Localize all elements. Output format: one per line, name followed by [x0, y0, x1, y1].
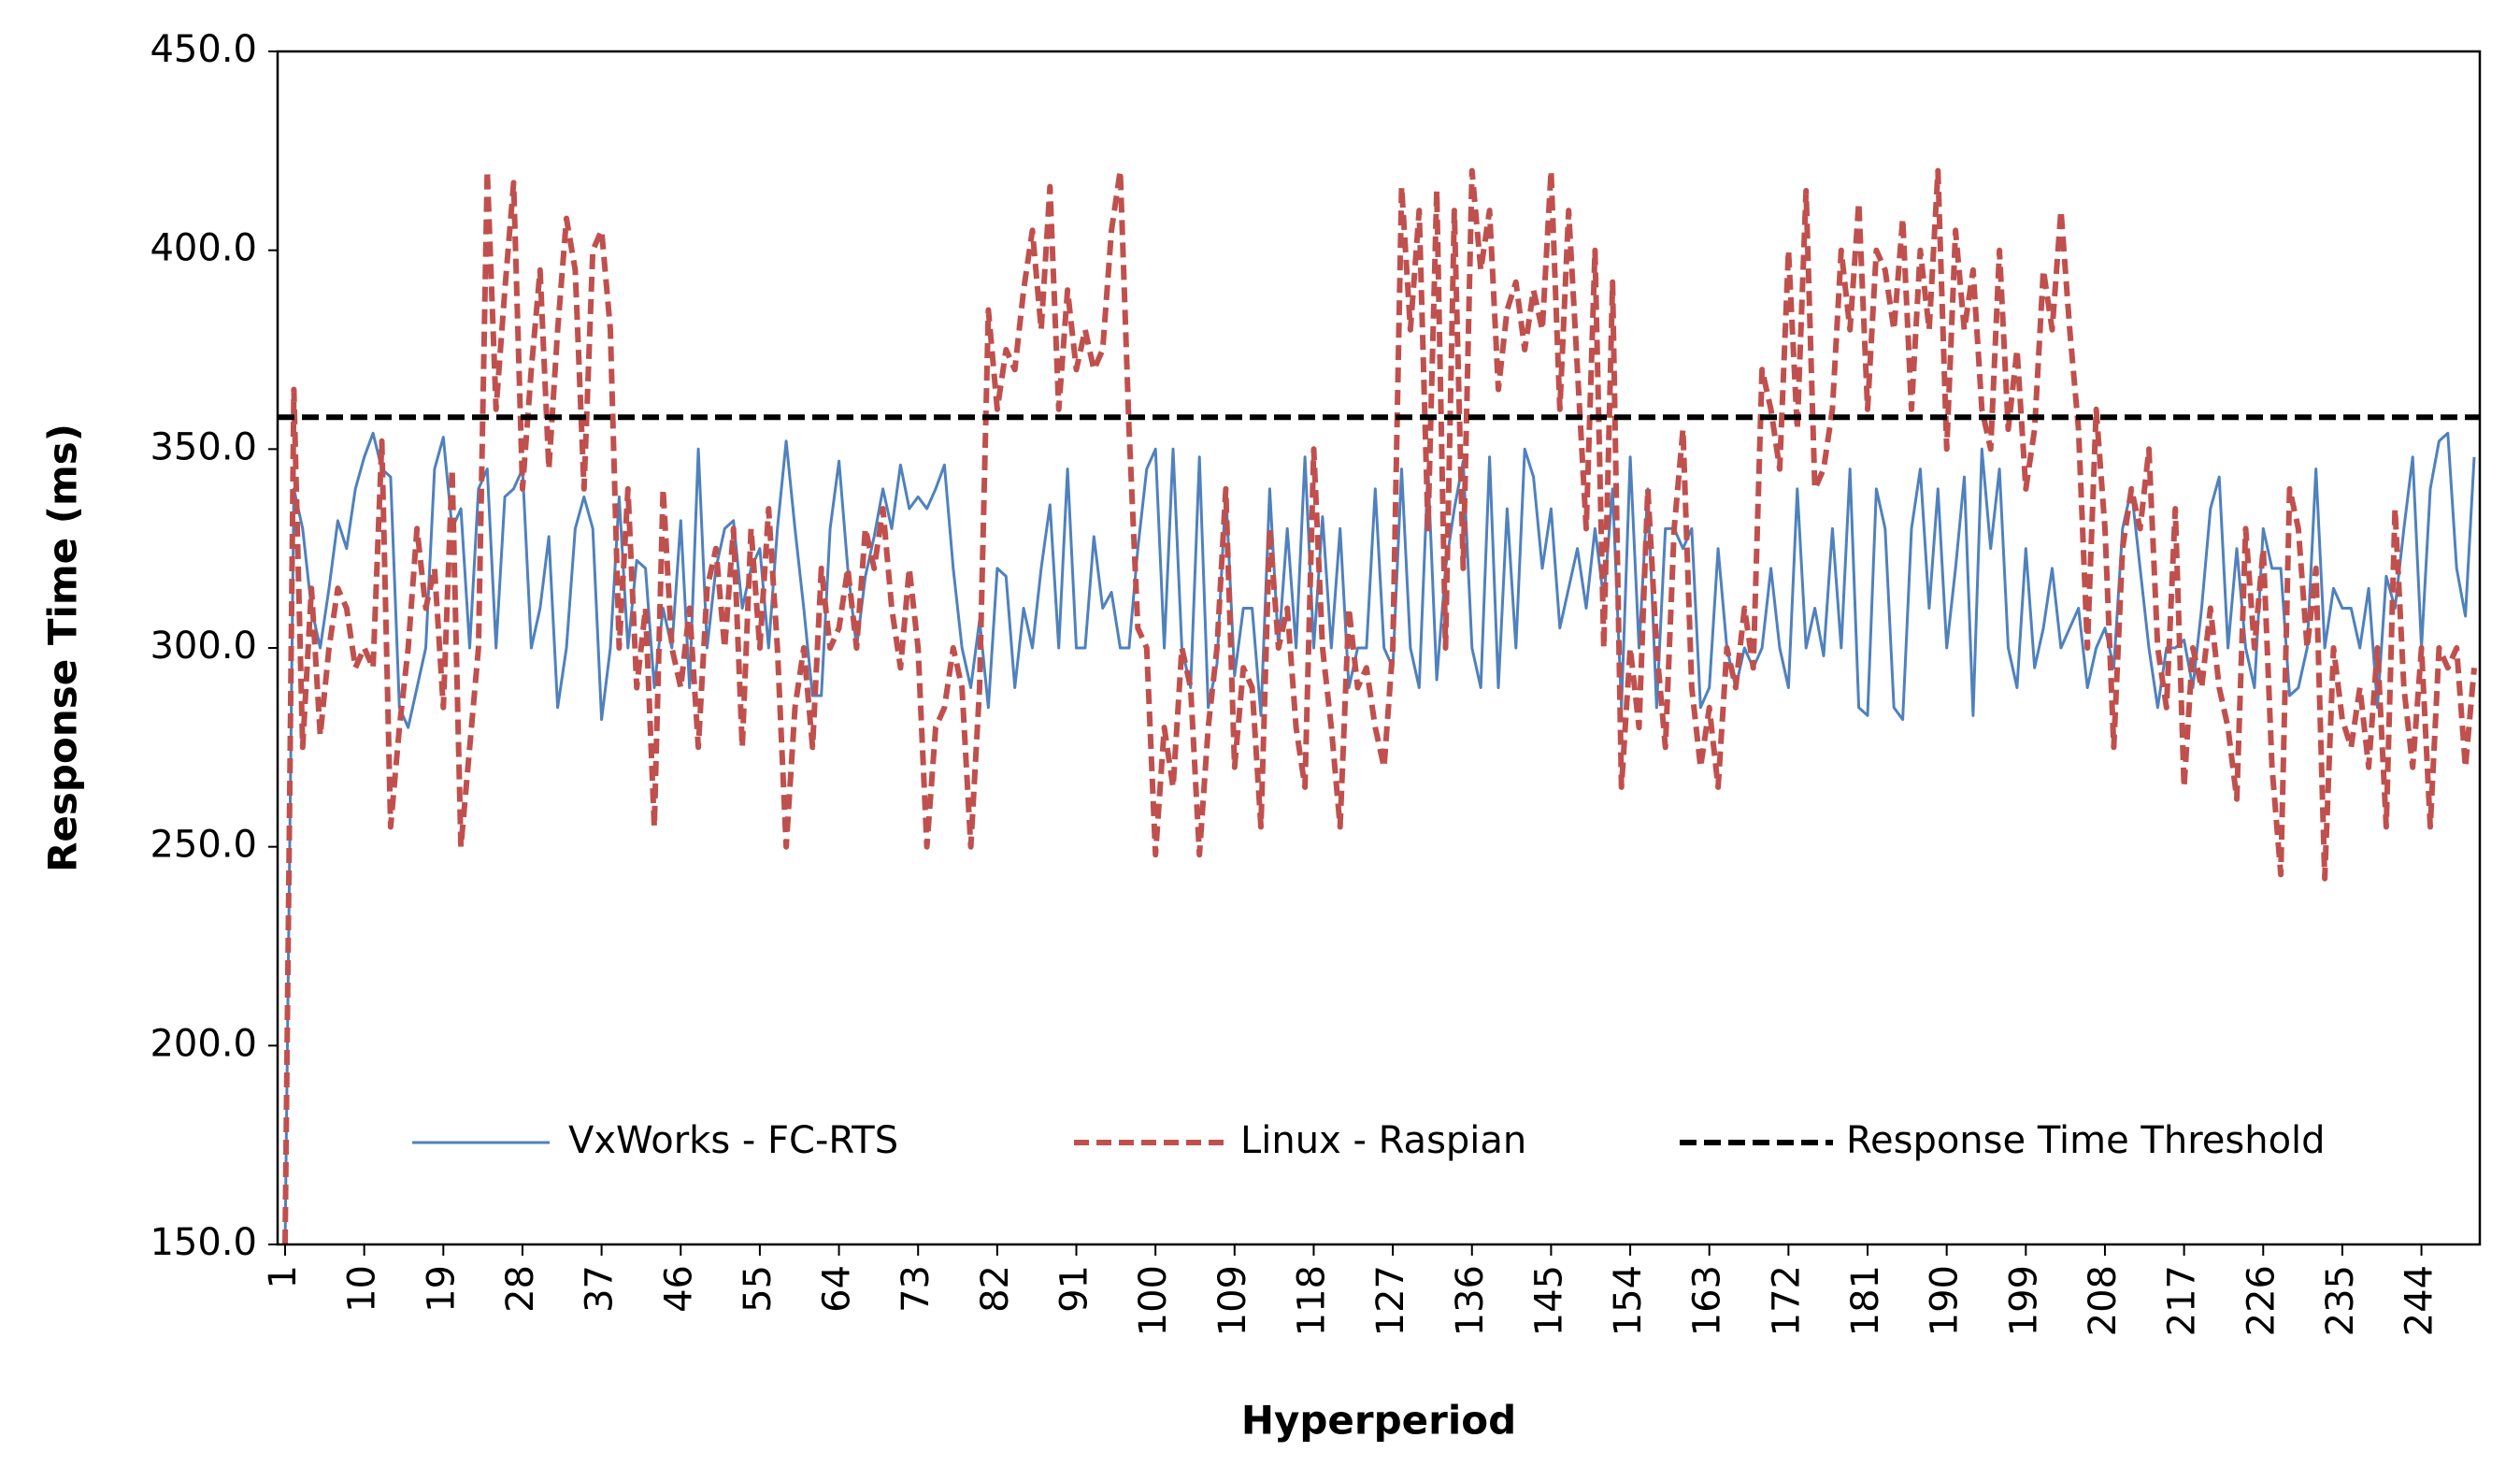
legend-label: VxWorks - FC-RTS [568, 1119, 898, 1162]
x-tick-label: 55 [737, 1265, 780, 1313]
y-axis-title: Response Time (ms) [40, 424, 86, 872]
x-tick-label: 118 [1290, 1265, 1333, 1336]
x-tick-label: 73 [895, 1265, 938, 1313]
x-tick-label: 181 [1844, 1265, 1887, 1336]
x-tick-label: 208 [2082, 1265, 2125, 1336]
x-tick-label: 217 [2161, 1265, 2204, 1336]
x-tick-label: 127 [1369, 1265, 1412, 1336]
plot-frame [276, 50, 2482, 1246]
y-tick-label: 150.0 [150, 1221, 257, 1264]
x-tick-label: 199 [2002, 1265, 2045, 1336]
x-tick-label: 154 [1607, 1265, 1650, 1336]
y-tick-label: 200.0 [150, 1022, 257, 1065]
x-tick-label: 109 [1211, 1265, 1254, 1336]
legend-label: Linux - Raspian [1240, 1119, 1526, 1162]
x-tick-label: 244 [2398, 1265, 2441, 1336]
x-tick-label: 10 [341, 1265, 384, 1313]
y-tick-label: 350.0 [150, 425, 257, 468]
x-tick-label: 1 [262, 1265, 305, 1288]
y-tick-label: 400.0 [150, 227, 257, 270]
x-tick-label: 28 [499, 1265, 542, 1313]
x-tick-label: 190 [1924, 1265, 1967, 1336]
x-tick-label: 46 [657, 1265, 700, 1313]
y-tick-label: 250.0 [150, 824, 257, 867]
x-tick-label: 226 [2240, 1265, 2283, 1336]
series-line [282, 167, 2477, 1245]
x-tick-label: 136 [1449, 1265, 1492, 1336]
x-tick-label: 82 [974, 1265, 1017, 1313]
x-tick-label: 91 [1053, 1265, 1096, 1313]
x-tick-label: 235 [2319, 1265, 2362, 1336]
x-tick-label: 19 [420, 1265, 463, 1313]
y-tick-label: 300.0 [150, 625, 257, 668]
x-tick-label: 163 [1686, 1265, 1729, 1336]
x-tick-label: 64 [816, 1265, 859, 1313]
x-tick-label: 145 [1527, 1265, 1570, 1336]
x-axis-title: Hyperperiod [1241, 1398, 1516, 1444]
y-tick-label: 450.0 [150, 28, 257, 71]
legend-label: Response Time Threshold [1846, 1119, 2326, 1162]
x-tick-label: 172 [1765, 1265, 1808, 1336]
x-tick-label: 100 [1132, 1265, 1175, 1336]
x-tick-label: 37 [579, 1265, 622, 1313]
